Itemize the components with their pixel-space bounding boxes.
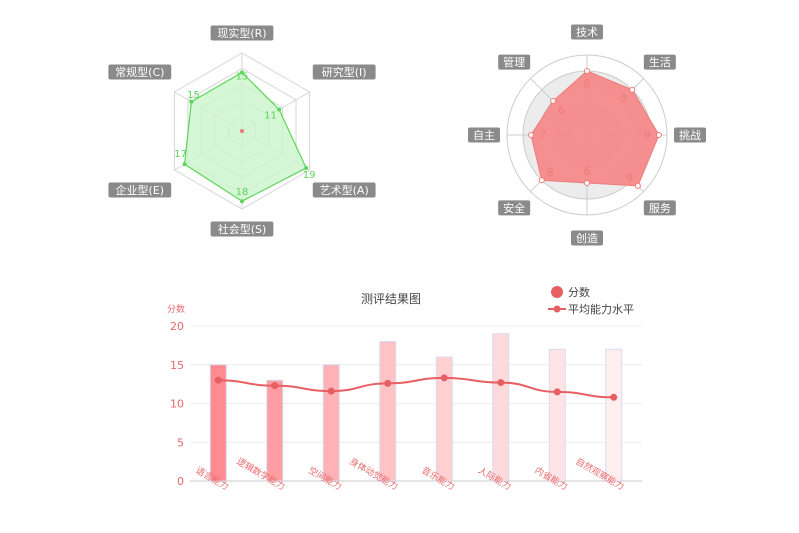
radar1-point-4	[182, 162, 187, 167]
radar2-data-label-5: 8	[547, 166, 554, 179]
radar2-indicator-bg-4	[571, 230, 603, 246]
radar2-data-label-2: 9	[644, 129, 651, 142]
radar2-indicator-label-2: 挑战	[679, 128, 701, 142]
bar-1	[266, 379, 284, 482]
radar1-point-3	[240, 199, 244, 204]
bar-4	[435, 356, 453, 482]
radar1-indicator-label-0: 现实型(R)	[217, 26, 266, 40]
radar2-indicator-label-4: 创造	[576, 231, 598, 245]
radar1-indicator-bg-5	[108, 64, 172, 80]
radar2-indicator-label-1: 生活	[649, 55, 671, 69]
bar-3	[379, 341, 397, 482]
radar1-point-0	[240, 70, 244, 75]
radar2-indicator-bg-3	[643, 200, 676, 216]
legend-marker-average	[553, 305, 561, 313]
radar1-indicator-bg-0	[210, 25, 274, 41]
radar2-data-label-4: 6	[584, 165, 591, 178]
radar2-indicator-bg-2	[674, 127, 706, 143]
radar2-indicator-bg-0	[571, 24, 603, 40]
radar2-point-2	[656, 132, 662, 138]
radar1-indicator-label-5: 常规型(C)	[115, 65, 164, 79]
radar2-data-label-3: 9	[626, 171, 633, 184]
radar1-indicator-label-3: 社会型(S)	[218, 222, 267, 236]
average-point-0	[214, 376, 222, 384]
average-point-2	[327, 387, 335, 395]
radar2-indicator-label-5: 安全	[503, 201, 525, 215]
radar1-indicator-bg-2	[312, 182, 376, 198]
radar1-data-label-2: 19	[303, 170, 316, 181]
bar-7	[605, 348, 623, 482]
radar1-indicator-bg-3	[210, 221, 274, 237]
y-tick-label-3: 15	[170, 359, 184, 372]
holland-radar-chart: 15 11 19 18 17 15 现实型(R) 研究型(I) 艺术型(A) 社会型(S) 企业型(…	[108, 25, 376, 237]
radar2-indicator-bg-1	[643, 54, 676, 70]
legend-marker-score	[551, 286, 563, 298]
radar1-data-label-1: 11	[264, 111, 277, 122]
radar2-data-label-6: 7	[540, 129, 547, 142]
radar1-data-label-3: 18	[236, 187, 249, 198]
radar2-point-1	[629, 86, 636, 93]
radar1-indicator-bg-1	[312, 64, 376, 80]
bar-5	[492, 333, 510, 482]
average-point-3	[384, 379, 392, 387]
radar1-point-2	[304, 166, 309, 171]
radar1-value-area	[183, 71, 307, 202]
y-tick-label-2: 10	[170, 398, 184, 411]
radar1-indicator-label-1: 研究型(I)	[322, 65, 367, 79]
radar2-point-4	[584, 180, 590, 186]
average-line	[218, 376, 614, 399]
average-point-5	[497, 379, 505, 387]
radar2-indicator-label-7: 管理	[503, 55, 525, 69]
radar2-point-7	[550, 98, 557, 105]
bar-0	[209, 364, 227, 482]
radar2-data-label-1: 8	[620, 92, 627, 105]
radar2-data-label-7: 6	[558, 104, 565, 117]
radar1-point-5	[189, 99, 194, 104]
average-point-6	[553, 388, 561, 396]
y-tick-label-1: 5	[177, 436, 184, 449]
radar1-center-dot	[240, 129, 244, 133]
legend[interactable]: 分数 平均能力水平	[548, 286, 634, 316]
radar2-data-label-0: 8	[584, 77, 591, 90]
radar2-point-6	[528, 132, 534, 138]
legend-label-average: 平均能力水平	[568, 302, 634, 316]
radar2-indicator-bg-6	[468, 127, 500, 143]
radar2-indicator-bg-5	[498, 200, 531, 216]
bar-6	[548, 348, 566, 482]
average-point-4	[440, 374, 448, 382]
average-point-7	[610, 393, 618, 401]
radar2-point-5	[538, 177, 545, 184]
legend-label-score: 分数	[568, 286, 590, 299]
radar2-indicator-label-6: 自主	[473, 129, 495, 142]
bar-2	[322, 364, 340, 482]
y-tick-label-4: 20	[170, 320, 184, 333]
y-tick-label-0: 0	[177, 475, 184, 488]
radar2-indicator-bg-7	[498, 54, 531, 70]
radar2-indicator-label-0: 技术	[576, 26, 598, 39]
radar1-data-label-5: 15	[187, 90, 200, 101]
radar1-point-1	[277, 107, 282, 112]
radar1-indicator-bg-4	[108, 182, 172, 198]
radar1-data-label-0: 15	[236, 72, 249, 83]
radar2-point-0	[584, 68, 590, 74]
radar2-indicator-label-3: 服务	[649, 202, 671, 215]
average-point-1	[271, 382, 279, 390]
bar-chart-title: 测评结果图	[361, 292, 421, 306]
radar1-indicator-label-2: 艺术型(A)	[320, 183, 369, 197]
radar2-point-3	[634, 182, 641, 189]
radar1-data-label-4: 17	[174, 149, 187, 160]
y-axis-label: 分数	[167, 303, 185, 315]
radar1-indicator-label-4: 企业型(E)	[116, 183, 165, 197]
